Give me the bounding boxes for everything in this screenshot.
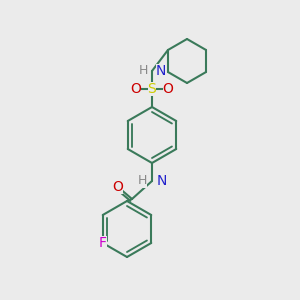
Text: H: H bbox=[138, 175, 147, 188]
Text: F: F bbox=[99, 236, 107, 250]
Text: N: N bbox=[157, 174, 167, 188]
Text: N: N bbox=[156, 64, 166, 78]
Text: O: O bbox=[163, 82, 173, 96]
Text: S: S bbox=[148, 82, 156, 96]
Text: O: O bbox=[130, 82, 141, 96]
Text: H: H bbox=[139, 64, 148, 77]
Text: O: O bbox=[112, 180, 123, 194]
